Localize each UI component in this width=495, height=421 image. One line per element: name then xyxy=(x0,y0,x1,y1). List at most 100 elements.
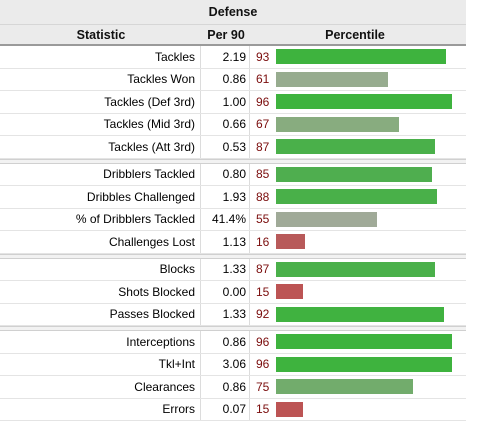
percentile-value: 87 xyxy=(250,262,275,276)
percentile-cell: 88 xyxy=(250,186,466,208)
percentile-bar xyxy=(276,262,435,277)
percentile-bar xyxy=(276,334,452,349)
stat-label: Errors xyxy=(0,402,200,416)
percentile-value: 96 xyxy=(250,95,275,109)
percentile-value: 67 xyxy=(250,117,275,131)
percentile-cell: 87 xyxy=(250,259,466,281)
stat-label: Challenges Lost xyxy=(0,235,200,249)
percentile-bar xyxy=(276,402,303,417)
percentile-track xyxy=(276,354,466,376)
percentile-cell: 85 xyxy=(250,164,466,186)
percentile-value: 92 xyxy=(250,307,275,321)
percentile-value: 96 xyxy=(250,335,275,349)
percentile-bar xyxy=(276,49,446,64)
percentile-value: 88 xyxy=(250,190,275,204)
percentile-cell: 96 xyxy=(250,354,466,376)
percentile-value: 93 xyxy=(250,50,275,64)
per90-value: 0.86 xyxy=(200,69,250,91)
per90-value: 0.80 xyxy=(200,164,250,186)
percentile-track xyxy=(276,331,466,353)
percentile-track xyxy=(276,376,466,398)
per90-value: 1.33 xyxy=(200,259,250,281)
percentile-bar xyxy=(276,72,388,87)
percentile-bar xyxy=(276,284,303,299)
percentile-bar xyxy=(276,307,444,322)
percentile-track xyxy=(276,186,466,208)
stat-label: Dribbles Challenged xyxy=(0,190,200,204)
stat-label: Tackles (Def 3rd) xyxy=(0,95,200,109)
percentile-value: 75 xyxy=(250,380,275,394)
percentile-cell: 55 xyxy=(250,209,466,231)
table-title: Defense xyxy=(0,0,466,25)
percentile-track xyxy=(276,399,466,421)
header-percentile[interactable]: Percentile xyxy=(250,28,466,42)
percentile-value: 96 xyxy=(250,357,275,371)
percentile-bar xyxy=(276,189,437,204)
percentile-bar xyxy=(276,379,413,394)
percentile-track xyxy=(276,46,466,68)
percentile-value: 15 xyxy=(250,285,275,299)
percentile-bar xyxy=(276,94,452,109)
stat-label: Tackles Won xyxy=(0,72,200,86)
per90-value: 0.66 xyxy=(200,114,250,136)
header-per90[interactable]: Per 90 xyxy=(202,28,250,42)
percentile-bar xyxy=(276,167,432,182)
percentile-track xyxy=(276,259,466,281)
header-statistic[interactable]: Statistic xyxy=(0,28,202,42)
percentile-cell: 61 xyxy=(250,69,466,91)
percentile-cell: 96 xyxy=(250,91,466,113)
per90-value: 1.93 xyxy=(200,186,250,208)
percentile-bar xyxy=(276,139,435,154)
percentile-value: 85 xyxy=(250,167,275,181)
percentile-track xyxy=(276,304,466,326)
defense-table: Defense Statistic Per 90 Percentile Tack… xyxy=(0,0,466,421)
per90-value: 41.4% xyxy=(200,209,250,231)
percentile-track xyxy=(276,69,466,91)
per90-value: 0.53 xyxy=(200,136,250,158)
per90-value: 2.19 xyxy=(200,46,250,68)
per90-value: 0.07 xyxy=(200,399,250,421)
percentile-cell: 15 xyxy=(250,281,466,303)
stat-label: Tackles (Att 3rd) xyxy=(0,140,200,154)
percentile-track xyxy=(276,231,466,253)
percentile-track xyxy=(276,209,466,231)
percentile-cell: 96 xyxy=(250,331,466,353)
percentile-value: 87 xyxy=(250,140,275,154)
percentile-cell: 15 xyxy=(250,399,466,421)
percentile-cell: 16 xyxy=(250,231,466,253)
percentile-track xyxy=(276,281,466,303)
stat-label: Clearances xyxy=(0,380,200,394)
per90-value: 1.33 xyxy=(200,304,250,326)
per90-value: 0.86 xyxy=(200,376,250,398)
per90-value: 1.00 xyxy=(200,91,250,113)
per90-value: 3.06 xyxy=(200,354,250,376)
percentile-bar xyxy=(276,117,399,132)
percentile-bar xyxy=(276,357,452,372)
percentile-track xyxy=(276,114,466,136)
stat-label: Dribblers Tackled xyxy=(0,167,200,181)
percentile-cell: 93 xyxy=(250,46,466,68)
per90-value: 1.13 xyxy=(200,231,250,253)
stat-label: Interceptions xyxy=(0,335,200,349)
per90-value: 0.86 xyxy=(200,331,250,353)
percentile-track xyxy=(276,91,466,113)
percentile-bar xyxy=(276,212,377,227)
percentile-value: 16 xyxy=(250,235,275,249)
percentile-track xyxy=(276,136,466,158)
percentile-cell: 92 xyxy=(250,304,466,326)
percentile-value: 55 xyxy=(250,212,275,226)
